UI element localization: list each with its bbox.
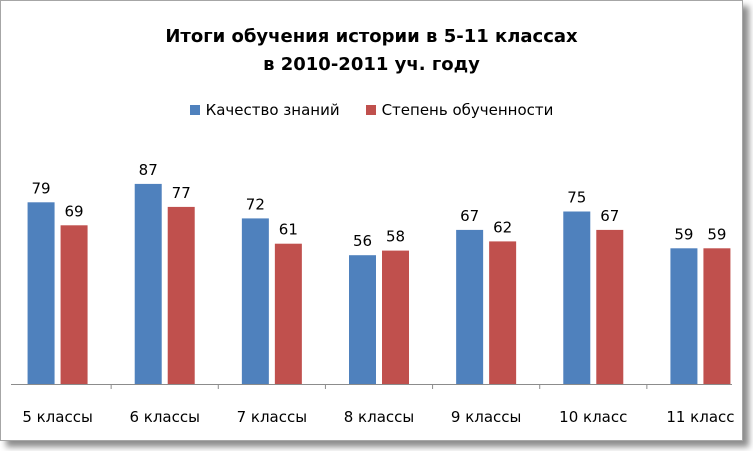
chart-frame: Итоги обучения истории в 5-11 классах в … (0, 0, 743, 441)
data-label-quality-6: 59 (674, 225, 693, 243)
data-label-quality-5: 75 (567, 189, 586, 207)
data-label-learning-6: 59 (707, 225, 726, 243)
bar-quality-5 (563, 211, 591, 384)
data-label-quality-3: 56 (353, 232, 372, 250)
data-label-quality-4: 67 (460, 207, 479, 225)
data-labels-group: 79 69 87 77 72 61 56 58 67 62 75 67 59 59 (32, 161, 727, 250)
data-label-learning-1: 77 (172, 184, 191, 202)
data-label-learning-2: 61 (279, 221, 298, 239)
bar-quality-1 (134, 183, 162, 384)
legend-item-quality: Качество знаний (189, 101, 340, 119)
bar-learning-2 (274, 243, 302, 384)
chart-title-line-1: Итоги обучения истории в 5-11 классах (165, 26, 578, 47)
x-tick-label-0: 5 классы (22, 408, 93, 426)
legend-swatch-learning (365, 105, 376, 115)
bar-quality-2 (241, 218, 269, 384)
bar-learning-3 (382, 250, 409, 384)
data-label-quality-0: 79 (32, 179, 51, 197)
bars-group (27, 183, 731, 384)
plot-area: 79 69 87 77 72 61 56 58 67 62 75 67 59 59 5 классы 6 к… (11, 161, 735, 426)
chart-title: Итоги обучения истории в 5-11 классах в … (1, 23, 742, 79)
bar-learning-6 (703, 248, 731, 384)
legend-item-learning: Степень обученности (365, 101, 554, 119)
data-label-learning-0: 69 (65, 202, 84, 220)
data-label-learning-5: 67 (600, 207, 619, 225)
x-tick-label-1: 6 классы (129, 408, 200, 426)
x-tick-label-3: 8 классы (344, 408, 415, 426)
bar-learning-5 (596, 229, 624, 384)
chart-title-line-2: в 2010-2011 уч. году (263, 54, 480, 75)
data-label-learning-3: 58 (386, 228, 405, 246)
x-tick-label-2: 7 классы (237, 408, 308, 426)
legend-label-learning: Степень обученности (381, 101, 554, 119)
data-label-learning-4: 62 (493, 218, 512, 236)
x-tick-label-4: 9 классы (451, 408, 522, 426)
bar-learning-0 (60, 225, 88, 384)
legend: Качество знаний Степень обученности (1, 101, 742, 119)
legend-label-quality: Качество знаний (205, 101, 340, 119)
data-label-quality-1: 87 (139, 161, 158, 179)
data-label-quality-2: 72 (246, 195, 265, 213)
x-tick-label-6: 11 класс (666, 408, 734, 426)
bar-quality-3 (349, 255, 376, 384)
bar-learning-4 (489, 241, 517, 384)
bar-quality-0 (27, 202, 55, 384)
x-tick-label-5: 10 класс (559, 408, 627, 426)
bar-learning-1 (167, 206, 195, 384)
x-axis-ticks: 5 классы 6 классы 7 классы 8 классы 9 классы… (22, 384, 735, 426)
bar-quality-6 (670, 248, 698, 384)
legend-swatch-quality (189, 105, 200, 115)
bar-quality-4 (456, 229, 484, 384)
